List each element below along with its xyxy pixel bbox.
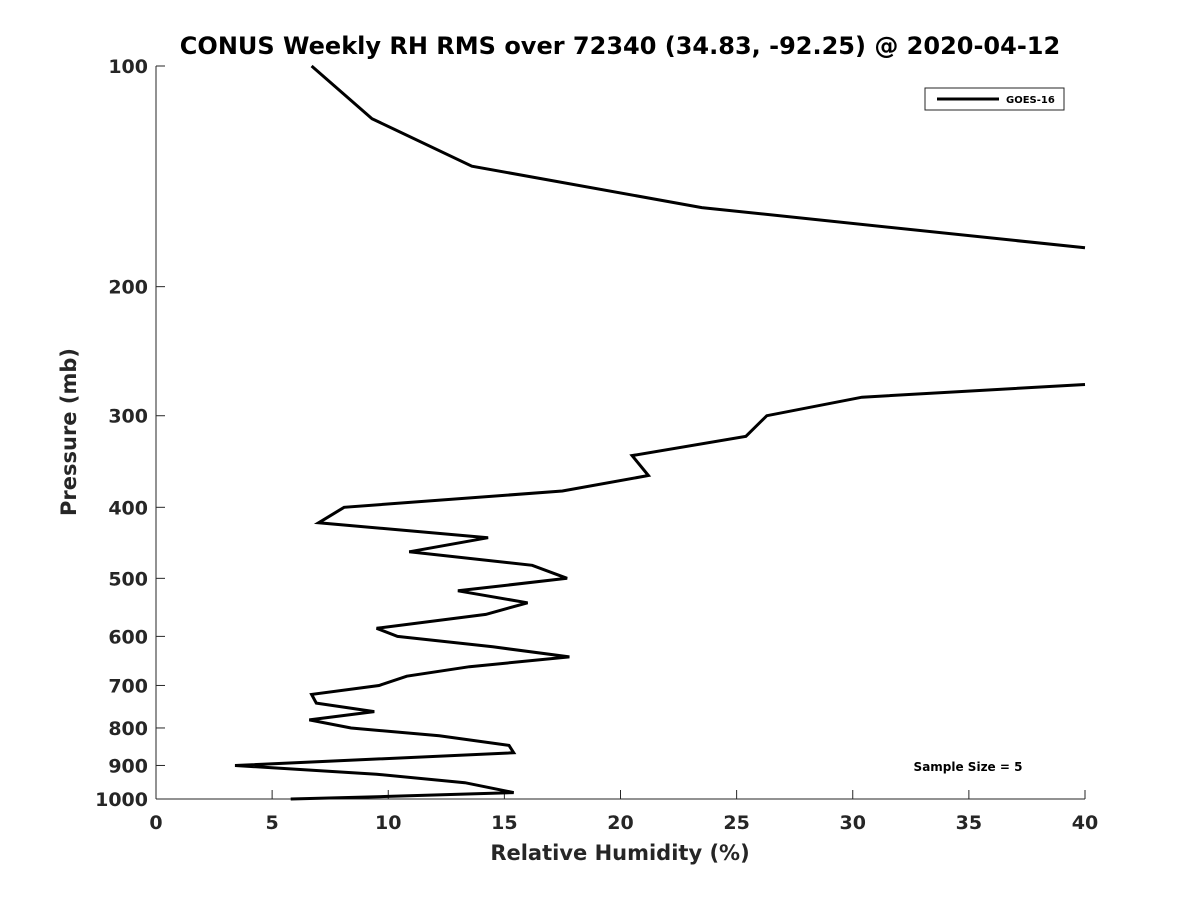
x-tick-label: 15 xyxy=(491,812,517,834)
y-tick-label: 1000 xyxy=(95,789,148,811)
series-line-segment-1 xyxy=(310,64,1086,250)
x-ticks: 0 5 10 15 20 25 30 35 40 xyxy=(149,790,1098,834)
x-tick-label: 35 xyxy=(956,812,982,834)
sample-size-annotation: Sample Size = 5 xyxy=(914,760,1023,774)
series-group xyxy=(234,64,1086,801)
y-tick-label: 400 xyxy=(108,497,148,519)
x-tick-label: 20 xyxy=(607,812,633,834)
legend: GOES-16 xyxy=(924,87,1065,111)
y-ticks: 100 200 300 400 500 600 700 800 900 1000 xyxy=(95,56,165,811)
y-tick-label: 800 xyxy=(108,718,148,740)
x-tick-label: 10 xyxy=(375,812,401,834)
y-tick-label: 900 xyxy=(108,755,148,777)
y-axis-label: Pressure (mb) xyxy=(57,348,81,516)
y-tick-label: 200 xyxy=(108,277,148,299)
y-tick-label: 300 xyxy=(108,406,148,428)
x-tick-label: 0 xyxy=(149,812,162,834)
x-tick-label: 5 xyxy=(266,812,279,834)
x-axis-label: Relative Humidity (%) xyxy=(490,841,749,865)
series-line-segment-2 xyxy=(234,383,1086,801)
x-tick-label: 40 xyxy=(1072,812,1098,834)
legend-label: GOES-16 xyxy=(1006,95,1055,106)
x-tick-label: 25 xyxy=(723,812,749,834)
x-tick-label: 30 xyxy=(840,812,866,834)
y-tick-label: 700 xyxy=(108,675,148,697)
y-tick-label: 600 xyxy=(108,626,148,648)
chart-title: CONUS Weekly RH RMS over 72340 (34.83, -… xyxy=(180,32,1060,60)
y-tick-label: 100 xyxy=(108,56,148,78)
y-tick-label: 500 xyxy=(108,568,148,590)
